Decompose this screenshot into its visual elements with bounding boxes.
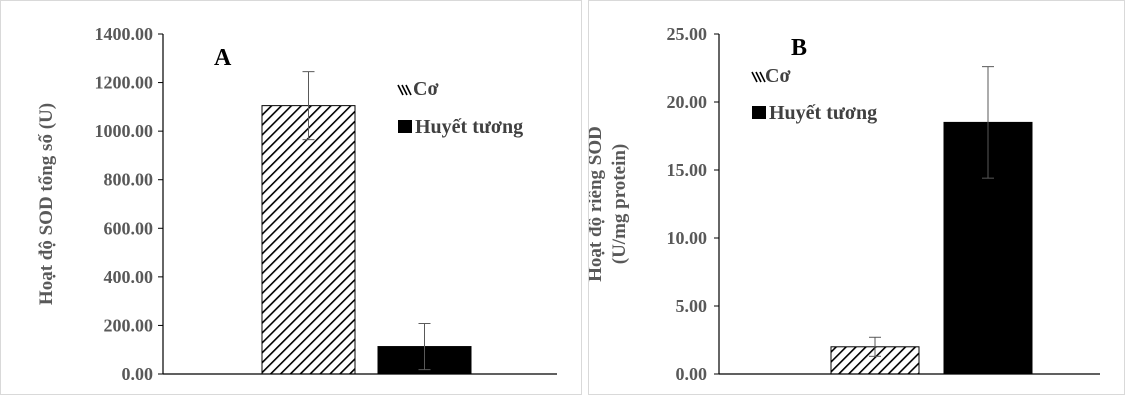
bar-co (261, 105, 356, 375)
y-tick-label: 0.00 (676, 364, 708, 384)
y-tick-label: 1200.00 (95, 73, 154, 93)
y-axis-label: Hoạt độ riêng SOD (588, 126, 606, 282)
y-tick-label: 0.00 (122, 364, 154, 384)
legend-swatch-huyet-tuong (752, 106, 766, 119)
y-tick-label: 1400.00 (95, 24, 154, 44)
error-bars (869, 66, 994, 357)
y-axis-label: Hoạt độ SOD tổng số (U) (36, 103, 57, 305)
y-tick-label: 800.00 (104, 170, 154, 190)
y-tick-label: 600.00 (104, 218, 154, 238)
legend: Cơ Huyết tương (397, 78, 523, 138)
y-axis-ticks: 0.00 5.00 10.00 15.00 20.00 25.00 (667, 24, 719, 384)
y-tick-label: 200.00 (104, 315, 154, 335)
y-axis-label-group: Hoạt độ riêng SOD (U/mg protein) (585, 126, 630, 282)
chart-a-svg: Hoạt độ SOD tổng số (U) 0.00 200.00 400.00… (36, 24, 557, 384)
y-tick-label: 10.00 (667, 228, 708, 248)
y-tick-label: 25.00 (667, 24, 708, 44)
legend-swatch-co (397, 84, 412, 96)
y-tick-label: 5.00 (676, 296, 708, 316)
y-axis-ticks: 0.00 200.00 400.00 600.00 800.00 1000.00 1200.… (95, 24, 163, 384)
chart-b-svg: Hoạt độ riêng SOD (U/mg protein) 0.00 5.00… (585, 24, 1100, 384)
legend-label: Huyết tương (769, 102, 877, 124)
y-tick-label: 15.00 (667, 160, 708, 180)
bars (830, 121, 1033, 375)
legend-swatch-co (751, 71, 766, 83)
y-tick-label: 400.00 (104, 267, 154, 287)
y-tick-label: 20.00 (667, 92, 708, 112)
error-bars (302, 71, 431, 371)
chart-panel-b: Hoạt độ riêng SOD (U/mg protein) 0.00 5.00… (585, 0, 1125, 395)
y-axis-label: (U/mg protein) (609, 144, 630, 265)
legend: Cơ Huyết tương (751, 65, 877, 124)
legend-label: Cơ (413, 78, 439, 100)
legend-label: Cơ (765, 65, 791, 87)
y-axis-label-group: Hoạt độ SOD tổng số (U) (36, 103, 57, 305)
panel-label: B (791, 35, 807, 61)
chart-panel-a: Hoạt độ SOD tổng số (U) 0.00 200.00 400.00… (0, 0, 582, 395)
panel-label: A (214, 45, 232, 71)
legend-label: Huyết tương (415, 116, 523, 138)
y-tick-label: 1000.00 (95, 121, 154, 141)
legend-swatch-huyet-tuong (398, 120, 412, 133)
bars (261, 105, 472, 375)
